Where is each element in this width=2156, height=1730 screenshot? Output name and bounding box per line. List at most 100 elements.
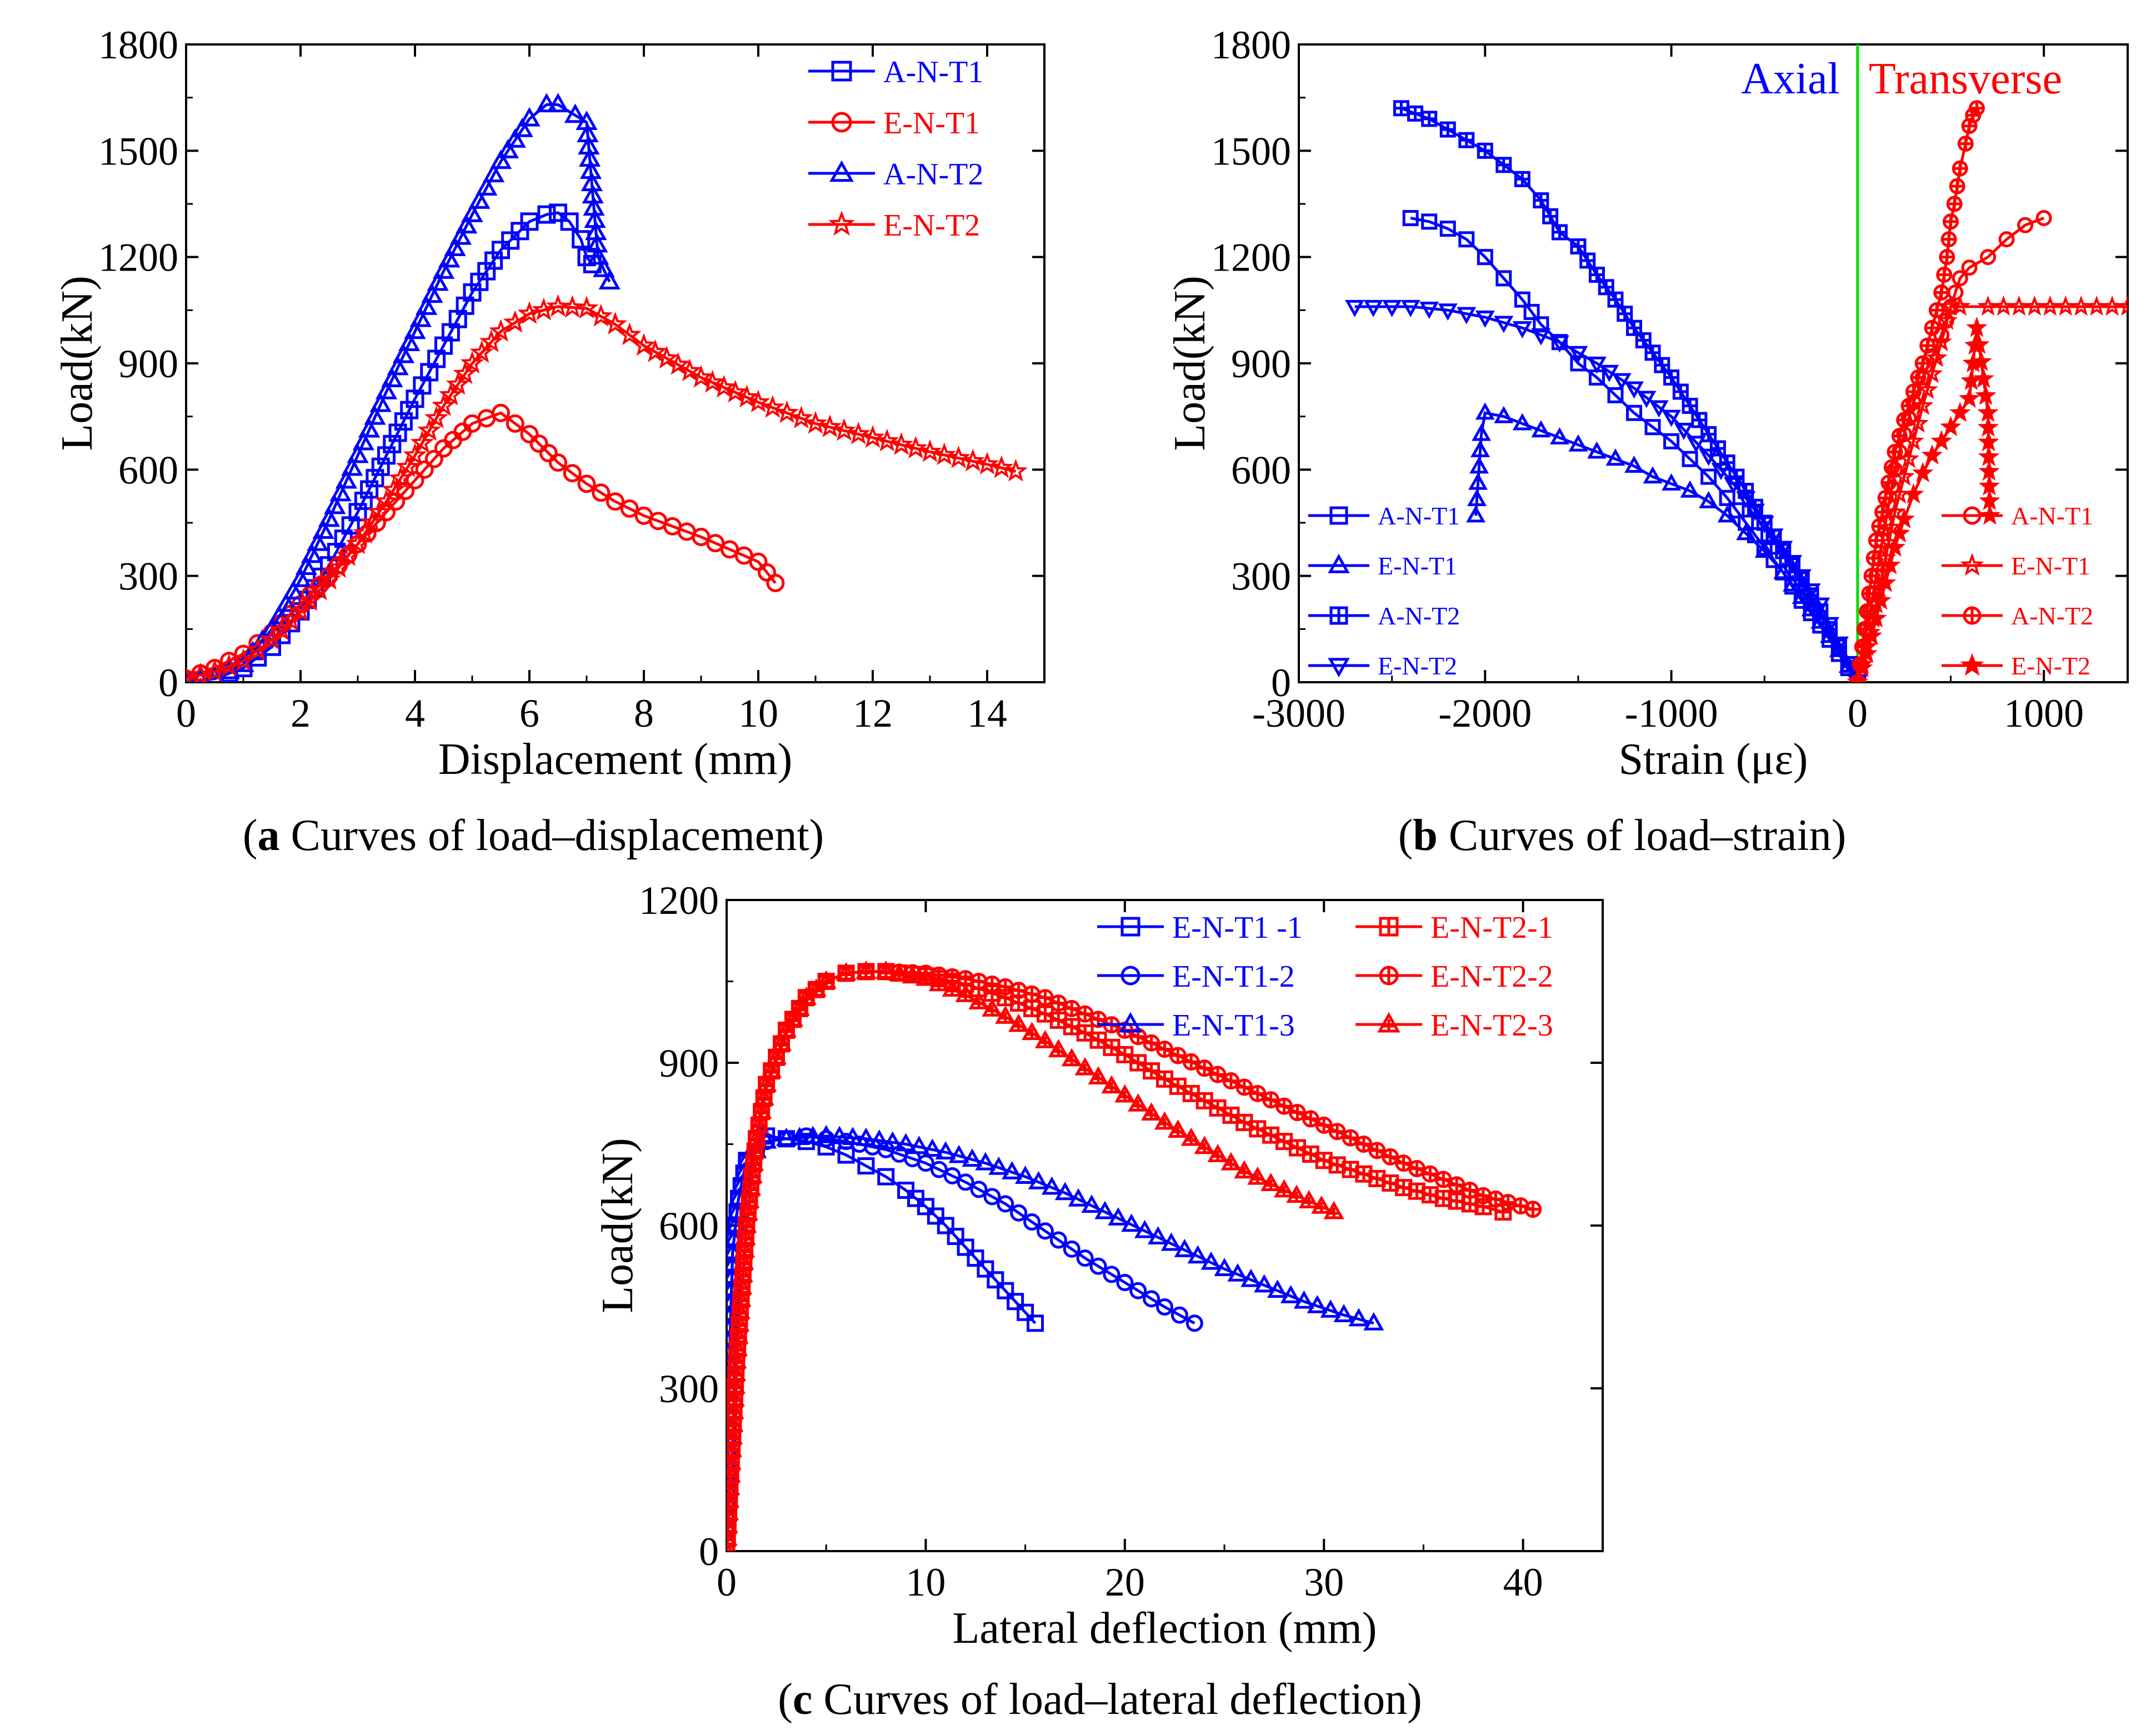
- data-point: [1143, 1290, 1160, 1308]
- data-point: [1686, 436, 1706, 453]
- data-point: [1008, 1013, 1029, 1032]
- y-axis-label: Load(kN): [593, 1138, 642, 1313]
- data-point: [918, 439, 942, 462]
- data-point: [1891, 428, 1908, 444]
- data-point: [620, 499, 639, 518]
- data-point: [922, 1138, 943, 1157]
- data-point: [1738, 514, 1754, 531]
- data-point: [987, 1271, 1004, 1289]
- series-a-n-t1-axial: [1402, 210, 1866, 682]
- data-point: [975, 452, 999, 475]
- data-point: [1649, 400, 1669, 418]
- data-point: [577, 474, 596, 493]
- data-point: [1588, 267, 1605, 283]
- data-point: [1644, 344, 1661, 361]
- data-point: [460, 351, 484, 374]
- data-point: [1147, 1226, 1169, 1245]
- data-point: [1977, 416, 1999, 437]
- legend-entry: E-N-T1: [808, 106, 980, 141]
- data-point: [1663, 433, 1680, 449]
- data-point: [387, 492, 406, 511]
- data-point: [1342, 1129, 1359, 1147]
- data-point: [1672, 383, 1689, 400]
- data-point: [329, 482, 352, 502]
- data-point: [842, 1127, 863, 1146]
- legend-marker: [1963, 606, 1982, 625]
- data-point: [818, 414, 842, 438]
- data-point: [482, 163, 505, 183]
- data-point: [1286, 1184, 1307, 1203]
- data-point: [1457, 307, 1477, 324]
- data-point: [367, 499, 392, 523]
- data-point: [1156, 1298, 1173, 1316]
- data-point: [1262, 1091, 1280, 1109]
- data-point: [456, 214, 478, 234]
- data-point: [341, 456, 363, 476]
- x-axis-label: Displacement (mm): [438, 735, 793, 784]
- x-tick-label: 2: [291, 691, 311, 736]
- data-point: [1879, 554, 1901, 574]
- data-point: [394, 412, 413, 431]
- data-point: [1810, 597, 1830, 615]
- series-line: [186, 103, 611, 682]
- data-point: [1949, 402, 1971, 422]
- data-point: [1942, 213, 1959, 230]
- y-axis-label: Load(kN): [53, 276, 102, 451]
- series-e-n-t2-1: [727, 963, 1512, 1551]
- y-tick-label: 900: [1231, 342, 1291, 386]
- data-point: [948, 1144, 969, 1163]
- data-point: [1917, 378, 1938, 399]
- legend-marker: [1119, 1012, 1142, 1033]
- data-point: [1856, 642, 1878, 663]
- data-point: [188, 662, 213, 682]
- data-point: [727, 1502, 739, 1521]
- data-point: [902, 965, 923, 984]
- legend-label: A-N-T2: [1378, 602, 1460, 630]
- data-point: [2008, 295, 2030, 316]
- data-point: [1315, 1116, 1333, 1134]
- plot-area: [727, 960, 1542, 1551]
- data-point: [746, 1127, 767, 1146]
- legend-marker: [1379, 917, 1399, 937]
- series-line: [727, 1134, 1374, 1551]
- series-a-n-t2-transverse: [1849, 100, 1985, 682]
- data-point: [1801, 583, 1821, 601]
- data-point: [1736, 491, 1756, 509]
- data-point: [449, 225, 472, 245]
- series-line: [727, 970, 1335, 1551]
- data-point: [756, 1073, 777, 1092]
- data-point: [1116, 1274, 1134, 1292]
- x-tick-label: 10: [906, 1560, 946, 1604]
- legend-label: E-N-T1: [2011, 552, 2090, 580]
- data-point: [1773, 541, 1793, 558]
- data-point: [1458, 231, 1475, 248]
- data-point: [957, 1173, 974, 1191]
- data-point: [203, 659, 227, 682]
- data-point: [666, 352, 691, 375]
- data-point: [231, 648, 256, 671]
- data-point: [366, 469, 384, 488]
- x-tick-label: 20: [1105, 1560, 1145, 1604]
- data-point: [1419, 302, 1439, 319]
- data-point: [1280, 1284, 1302, 1303]
- legend-entry: E-N-T1-2: [1097, 959, 1295, 994]
- data-point: [427, 271, 449, 291]
- y-tick-label: 0: [158, 661, 178, 705]
- chart-a: 0 2 4 6 8 10 12 14 0 300 600 900 1200 1500 1800 Displac…: [53, 23, 1046, 784]
- data-point: [1494, 316, 1514, 333]
- data-point: [268, 604, 291, 624]
- data-point: [753, 1087, 774, 1106]
- data-point: [593, 257, 615, 277]
- legend-label: E-N-T2: [1378, 652, 1457, 680]
- data-point: [932, 442, 957, 466]
- data-point: [935, 1141, 956, 1160]
- data-point: [727, 1451, 742, 1470]
- data-point: [943, 1167, 961, 1184]
- data-point: [957, 1238, 974, 1256]
- data-point: [295, 556, 317, 576]
- data-point: [317, 567, 341, 590]
- data-point: [1893, 508, 1915, 529]
- data-point: [354, 491, 373, 510]
- series-a-n-t1: [186, 203, 602, 682]
- data-point: [537, 205, 556, 224]
